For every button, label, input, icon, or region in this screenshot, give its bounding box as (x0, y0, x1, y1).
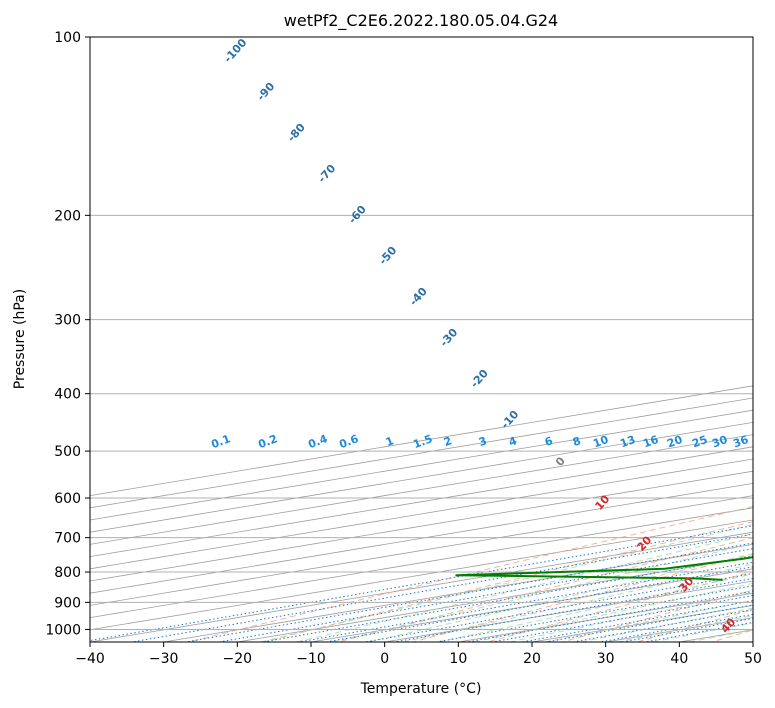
x-tick-label: 50 (744, 651, 762, 667)
mixing-ratio-label: 1.5 (411, 432, 434, 451)
x-tick-label: 10 (449, 651, 467, 667)
isotherm-line (90, 495, 753, 606)
mixing-ratio-line (299, 561, 753, 642)
y-tick-label: 300 (54, 313, 81, 329)
mixing-ratio-label: 3 (477, 434, 489, 449)
mixing-ratio-label: 0.2 (256, 432, 279, 451)
mixing-ratio-label: 20 (665, 433, 684, 451)
isotherm-line (90, 470, 753, 582)
mixing-ratio-label: 8 (571, 434, 583, 449)
mixing-ratio-line (572, 609, 753, 642)
mixing-ratio-line (467, 590, 753, 642)
chart-title: wetPf2_C2E6.2022.180.05.04.G24 (284, 11, 558, 31)
x-axis-label: Temperature (°C) (360, 681, 482, 697)
mixing-ratio-label: 1 (384, 434, 396, 449)
y-tick-label: 800 (54, 565, 81, 581)
mixing-ratio-line (90, 525, 753, 642)
mixing-ratio-label: 30 (710, 433, 729, 451)
isotherm-line (90, 446, 753, 558)
mixing-ratio-label: 0.1 (209, 432, 232, 451)
x-tick-label: −40 (75, 651, 105, 667)
moist-adiabat (260, 524, 753, 642)
moist-adiabat (296, 533, 753, 642)
isotherm-line (90, 519, 753, 631)
moist-adiabat (367, 553, 753, 642)
moist-adiabat (473, 582, 753, 642)
x-tick-label: 0 (380, 651, 389, 667)
y-tick-label: 1000 (45, 622, 81, 638)
x-tick-label: −10 (296, 651, 326, 667)
x-tick-label: −20 (223, 651, 253, 667)
y-tick-label: 200 (54, 208, 81, 224)
mixing-ratio-label: 0.6 (337, 432, 360, 451)
background-reference-lines (90, 385, 753, 642)
y-axis-label: Pressure (hPa) (12, 289, 28, 389)
mixing-ratio-label: 25 (690, 433, 709, 450)
isotherm-line (90, 507, 753, 619)
mixing-ratio-line (185, 542, 753, 642)
mixing-ratio-label: 36 (731, 433, 750, 451)
y-tick-label: 900 (54, 595, 81, 611)
moist-adiabat (403, 563, 753, 642)
x-tick-label: 20 (523, 651, 541, 667)
x-tick-label: −30 (149, 651, 179, 667)
mixing-ratio-label: 6 (543, 434, 555, 449)
pressure-gridlines (90, 37, 753, 630)
isotherm-line (90, 458, 753, 570)
dry-adiabat (188, 506, 753, 642)
dry-adiabat (263, 521, 753, 642)
x-axis-ticks: −40 −30 −20 −10 0 10 20 30 40 50 (75, 642, 762, 667)
mixing-ratio-label: 4 (507, 434, 519, 449)
y-tick-label: 400 (54, 387, 81, 403)
y-tick-label: 600 (54, 491, 81, 507)
x-tick-label: 30 (597, 651, 615, 667)
mixing-ratio-label: 16 (641, 433, 660, 451)
mixing-ratio-label: 10 (591, 433, 610, 451)
x-tick-label: 40 (670, 651, 688, 667)
mixing-ratio-line (522, 600, 753, 642)
y-tick-label: 100 (54, 30, 81, 46)
mixing-ratio-label: 0.4 (306, 432, 329, 451)
mixing-ratio-label: 2 (442, 434, 454, 449)
y-tick-label: 500 (54, 444, 81, 460)
isotherm-line (90, 434, 753, 545)
isotherm-line (90, 482, 753, 594)
plot-frame (89, 36, 754, 643)
y-axis-ticks: 100 200 300 400 500 600 700 800 900 1000 (45, 30, 90, 638)
mixing-ratio-line (622, 617, 753, 642)
mixing-ratio-line (218, 548, 753, 642)
mixing-ratio-label: 13 (618, 433, 637, 450)
isotherm-line (90, 531, 753, 642)
y-tick-label: 700 (54, 531, 81, 547)
